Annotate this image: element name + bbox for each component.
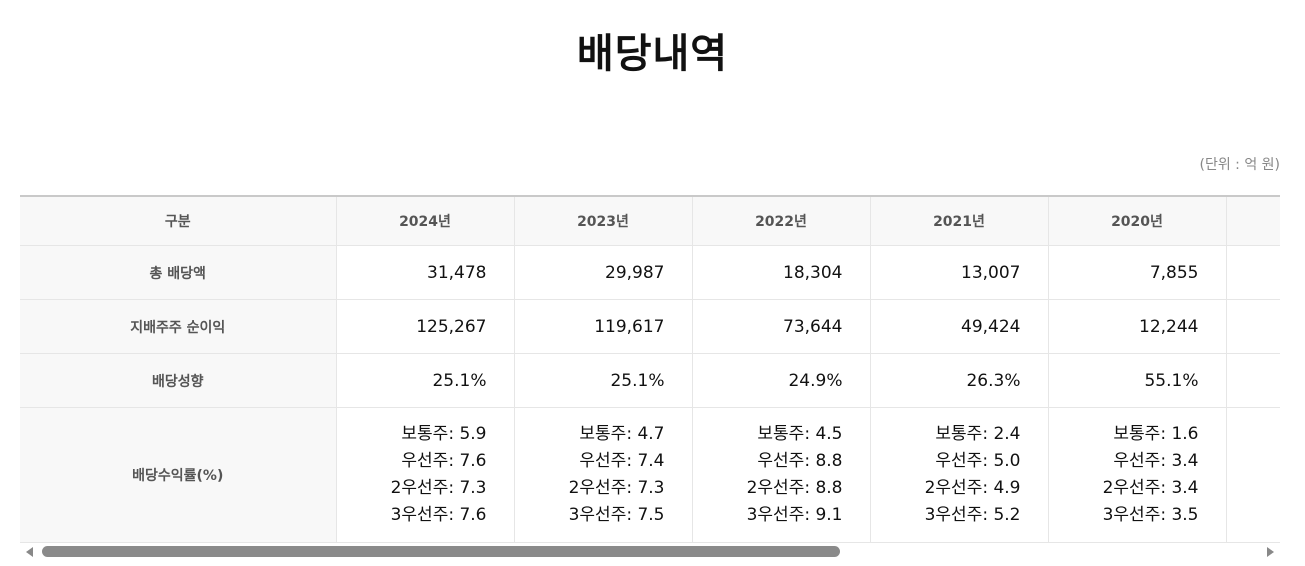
header-year: 2022년 [692,196,871,246]
yield-line: 3우선주: 7.6 [390,505,487,525]
header-year: 2024년 [336,196,515,246]
horizontal-scrollbar[interactable] [20,544,1280,560]
row-label: 배당성향 [20,353,337,408]
table-cell: 73,644 [692,299,871,354]
yield-line: 우선주: 7.6 [401,451,487,471]
yield-line: 우선주: 7.4 [579,451,665,471]
table-row-payout-ratio: 배당성향 25.1% 25.1% 24.9% 26.3% 55.1% [20,353,1280,408]
dividend-table: 구분 2024년 2023년 2022년 2021년 2020년 총 배당액 3… [20,195,1280,543]
table-cell: 7,855 [1048,245,1227,300]
table-row-total-dividend: 총 배당액 31,478 29,987 18,304 13,007 7,855 [20,245,1280,300]
row-label: 총 배당액 [20,245,337,300]
scroll-left-arrow-icon[interactable] [26,547,33,557]
table-cell: 29,987 [514,245,693,300]
table-cell: 31,478 [336,245,515,300]
yield-line: 2우선주: 4.9 [924,478,1021,498]
table-cell: 49,424 [870,299,1049,354]
table-cell: 119,617 [514,299,693,354]
table-cell: 26.3% [870,353,1049,408]
page-title: 배당내역 [576,31,729,77]
table-row-dividend-yield: 배당수익률(%) 보통주: 5.9 우선주: 7.6 2우선주: 7.3 3우선… [20,407,1280,543]
yield-line: 2우선주: 7.3 [568,478,665,498]
yield-line: 보통주: 4.5 [757,424,843,444]
row-label: 지배주주 순이익 [20,299,337,354]
yield-line: 2우선주: 8.8 [746,478,843,498]
header-year: 2020년 [1048,196,1227,246]
yield-line: 3우선주: 5.2 [924,505,1021,525]
table-cell: 18,304 [692,245,871,300]
header-category: 구분 [20,196,337,246]
yield-line: 3우선주: 7.5 [568,505,665,525]
table-row-net-income: 지배주주 순이익 125,267 119,617 73,644 49,424 1… [20,299,1280,354]
yield-line: 우선주: 8.8 [757,451,843,471]
scrollbar-thumb[interactable] [42,546,840,557]
table-cell-offscreen [1226,353,1280,408]
yield-line: 2우선주: 3.4 [1102,478,1199,498]
table-cell: 보통주: 5.9 우선주: 7.6 2우선주: 7.3 3우선주: 7.6 [336,407,515,543]
table-cell-offscreen [1226,245,1280,300]
header-year-offscreen [1226,196,1280,246]
table-cell: 55.1% [1048,353,1227,408]
table-cell: 25.1% [336,353,515,408]
table-cell-offscreen [1226,407,1280,543]
table-cell: 24.9% [692,353,871,408]
table-cell-offscreen [1226,299,1280,354]
yield-line: 3우선주: 9.1 [746,505,843,525]
table-cell: 보통주: 4.7 우선주: 7.4 2우선주: 7.3 3우선주: 7.5 [514,407,693,543]
unit-note: (단위 : 억 원) [1199,157,1280,173]
yield-line: 보통주: 4.7 [579,424,665,444]
table-cell: 12,244 [1048,299,1227,354]
table-cell: 보통주: 1.6 우선주: 3.4 2우선주: 3.4 3우선주: 3.5 [1048,407,1227,543]
scroll-right-arrow-icon[interactable] [1267,547,1274,557]
table-cell: 13,007 [870,245,1049,300]
table-cell: 125,267 [336,299,515,354]
table-cell: 보통주: 2.4 우선주: 5.0 2우선주: 4.9 3우선주: 5.2 [870,407,1049,543]
yield-line: 2우선주: 7.3 [390,478,487,498]
table-scroll-container[interactable]: 구분 2024년 2023년 2022년 2021년 2020년 총 배당액 3… [20,195,1280,543]
table-header-row: 구분 2024년 2023년 2022년 2021년 2020년 [20,196,1280,246]
yield-line: 우선주: 3.4 [1113,451,1199,471]
yield-line: 3우선주: 3.5 [1102,505,1199,525]
header-year: 2023년 [514,196,693,246]
header-year: 2021년 [870,196,1049,246]
yield-line: 보통주: 2.4 [935,424,1021,444]
table-cell: 보통주: 4.5 우선주: 8.8 2우선주: 8.8 3우선주: 9.1 [692,407,871,543]
yield-line: 보통주: 1.6 [1113,424,1199,444]
table-cell: 25.1% [514,353,693,408]
yield-line: 보통주: 5.9 [401,424,487,444]
row-label: 배당수익률(%) [20,407,337,543]
yield-line: 우선주: 5.0 [935,451,1021,471]
